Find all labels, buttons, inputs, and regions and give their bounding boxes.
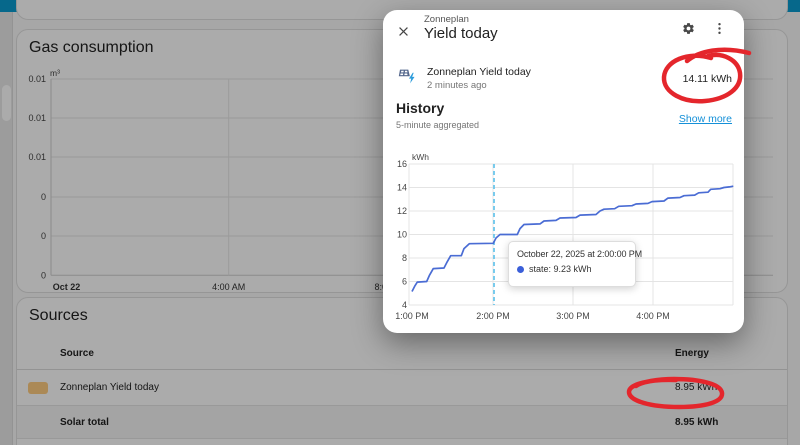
history-heading: History: [396, 100, 445, 116]
close-icon[interactable]: [396, 24, 411, 39]
solar-power-icon: [398, 69, 415, 84]
gear-icon[interactable]: [682, 22, 695, 35]
svg-text:14: 14: [397, 183, 407, 193]
tooltip-timestamp: October 22, 2025 at 2:00:00 PM: [517, 249, 643, 259]
svg-text:Oct 22: Oct 22: [53, 282, 81, 292]
svg-text:8: 8: [402, 253, 407, 263]
svg-text:0.01: 0.01: [28, 74, 46, 84]
svg-text:m³: m³: [50, 68, 60, 78]
svg-text:0.01: 0.01: [28, 152, 46, 162]
source-label: Zonneplan Yield today: [60, 382, 159, 393]
breadcrumb: Zonneplan: [424, 14, 469, 25]
svg-text:4: 4: [402, 300, 407, 310]
show-more-link[interactable]: Show more: [678, 113, 732, 125]
series-dot-icon: [517, 265, 524, 273]
table-row-solar-total: Solar total 8.95 kWh: [17, 406, 787, 439]
entity-last-changed: 2 minutes ago: [427, 80, 487, 91]
tooltip-state: state: 9.23 kWh: [529, 264, 592, 274]
svg-text:2:00 PM: 2:00 PM: [476, 311, 510, 321]
history-chart[interactable]: 16 14 12 10 8 6 4 kWh 1:00 PM 2:00 PM 3:00 PM 4:00 …: [383, 148, 744, 330]
entity-dialog: Zonneplan Yield today Zonneplan Yield to…: [383, 10, 744, 333]
scrollbar[interactable]: [0, 12, 13, 445]
history-subtitle: 5-minute aggregated: [396, 120, 480, 130]
total-label: Solar total: [60, 416, 109, 428]
svg-text:0: 0: [41, 231, 46, 241]
entity-name: Zonneplan Yield today: [427, 66, 531, 78]
dialog-title: Yield today: [424, 25, 498, 42]
svg-text:16: 16: [397, 159, 407, 169]
source-swatch: [28, 382, 48, 394]
svg-text:10: 10: [397, 230, 407, 240]
entity-state-value: 14.11 kWh: [682, 73, 732, 85]
sources-table: Source Energy Zonneplan Yield today 8.95…: [17, 338, 787, 439]
column-header-source: Source: [60, 348, 94, 359]
svg-text:6: 6: [402, 277, 407, 287]
svg-text:0: 0: [41, 270, 46, 280]
column-header-energy: Energy: [675, 348, 709, 359]
chart-tooltip: October 22, 2025 at 2:00:00 PM state: 9.…: [508, 241, 643, 287]
svg-text:3:00 PM: 3:00 PM: [556, 311, 590, 321]
kebab-menu-icon[interactable]: [717, 22, 722, 35]
svg-text:1:00 PM: 1:00 PM: [395, 311, 429, 321]
sources-card-title: Sources: [29, 307, 88, 324]
sources-header-row: Source Energy: [17, 338, 787, 370]
svg-text:4:00 PM: 4:00 PM: [636, 311, 670, 321]
scrollbar-thumb[interactable]: [2, 85, 11, 121]
svg-text:4:00 AM: 4:00 AM: [212, 282, 245, 292]
gas-card-title: Gas consumption: [29, 39, 154, 56]
svg-text:0: 0: [41, 192, 46, 202]
svg-text:0.01: 0.01: [28, 113, 46, 123]
svg-text:kWh: kWh: [412, 152, 429, 162]
svg-text:12: 12: [397, 206, 407, 216]
total-energy-value: 8.95 kWh: [675, 416, 719, 428]
